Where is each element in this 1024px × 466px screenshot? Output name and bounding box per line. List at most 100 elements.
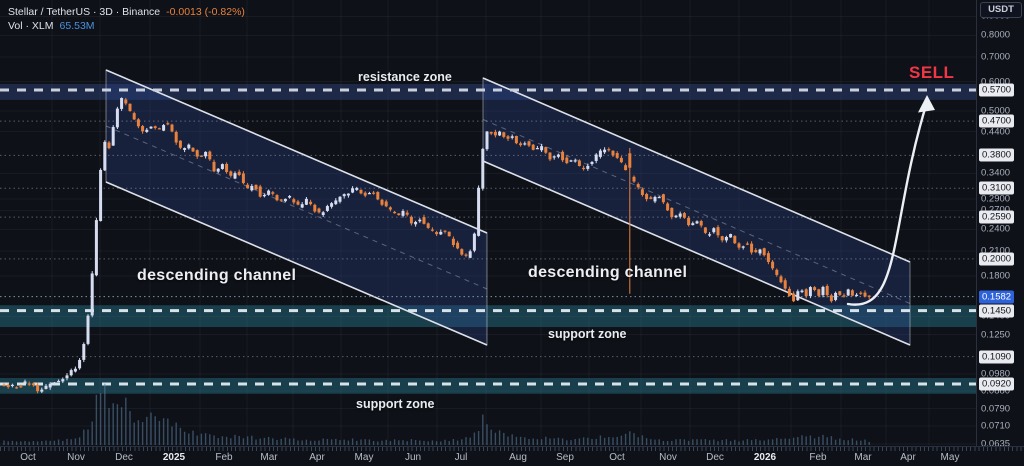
candle-body: [792, 293, 796, 302]
candle-body: [649, 197, 653, 199]
candle-body: [128, 103, 132, 112]
candle-body: [258, 186, 262, 197]
volume-label[interactable]: Vol · XLM: [8, 20, 54, 32]
support-zone-label-1[interactable]: support zone: [548, 327, 627, 341]
candle-body: [145, 129, 149, 132]
candle-body: [191, 147, 195, 152]
candle-body: [267, 190, 271, 195]
candlestick-canvas[interactable]: [0, 0, 976, 446]
candle-body: [737, 243, 741, 248]
candle-body: [300, 204, 304, 208]
candle-body: [666, 203, 670, 211]
candle-body: [271, 192, 275, 194]
candle-body: [825, 285, 829, 296]
level-price-label[interactable]: 0.2590: [979, 210, 1015, 224]
candle-body: [451, 238, 455, 246]
candle-body: [430, 229, 434, 231]
candle-body: [136, 119, 140, 127]
level-price-label[interactable]: 0.1450: [979, 304, 1015, 318]
support-zone-label-2[interactable]: support zone: [356, 397, 435, 411]
projection-arrow[interactable]: [846, 100, 929, 306]
projection-arrow-head: [918, 95, 935, 113]
candle-body: [388, 207, 392, 210]
candle-body: [439, 231, 443, 235]
candle-body: [10, 384, 14, 387]
candle-body: [687, 217, 691, 226]
candle-body: [409, 216, 413, 224]
support-zone-band[interactable]: [0, 377, 976, 394]
candle-body: [754, 250, 758, 253]
time-label: May: [354, 452, 374, 463]
channel-lower-line[interactable]: [105, 181, 488, 346]
candle-body: [208, 151, 212, 160]
candle-body: [813, 287, 817, 290]
candle-body: [52, 382, 56, 384]
price-tick: 0.3400: [981, 167, 1011, 179]
level-price-label[interactable]: 0.4700: [979, 114, 1015, 128]
candle-body: [443, 230, 447, 232]
candle-body: [628, 153, 632, 168]
descending-channel-label-2[interactable]: descending channel: [528, 264, 688, 281]
last-price-label[interactable]: 0.1582: [979, 290, 1015, 304]
candle-body: [141, 126, 145, 132]
resistance-zone-band[interactable]: [0, 83, 976, 100]
channel-upper-line[interactable]: [482, 77, 911, 263]
candle-body: [493, 131, 497, 136]
level-price-label[interactable]: 0.1090: [979, 350, 1015, 364]
candle-body: [279, 199, 283, 201]
candle-body: [115, 108, 119, 128]
chart-plot-area[interactable]: Stellar / TetherUS · 3D · Binance -0.0013…: [0, 0, 976, 446]
resistance-zone-label[interactable]: resistance zone: [358, 70, 452, 84]
candle-body: [603, 149, 607, 153]
level-price-label[interactable]: 0.0920: [979, 377, 1015, 391]
candle-body: [36, 384, 40, 392]
price-axis[interactable]: USDT 0.90000.80000.70000.60000.50000.440…: [976, 0, 1024, 449]
price-change: -0.0013 (-0.82%): [166, 6, 245, 18]
candle-body: [372, 192, 376, 194]
candle-body: [405, 212, 409, 215]
candle-body: [447, 231, 451, 237]
candle-body: [695, 221, 699, 224]
candle-body: [220, 164, 224, 169]
candle-body: [212, 161, 216, 172]
time-label: Mar: [854, 452, 872, 463]
candle-body: [456, 242, 460, 249]
candle-body: [111, 127, 115, 146]
candle-body: [481, 148, 485, 189]
candle-body: [216, 168, 220, 172]
time-label: Jul: [454, 452, 468, 463]
time-axis[interactable]: Oct Nov Dec 2025 Feb Mar Apr May Jun Jul Aug Sep Oct…: [0, 446, 1024, 466]
time-label: Feb: [809, 452, 827, 463]
candle-body: [624, 165, 628, 171]
candle-body: [380, 199, 384, 205]
candle-body: [309, 201, 313, 205]
price-tick: 0.7000: [981, 51, 1011, 63]
candle-body: [283, 198, 287, 202]
sell-annotation[interactable]: SELL: [909, 63, 955, 82]
symbol-title[interactable]: Stellar / TetherUS · 3D · Binance: [8, 6, 161, 18]
candle-body: [834, 292, 838, 300]
channel-upper-line[interactable]: [105, 69, 488, 234]
descending-channel-label-1[interactable]: descending channel: [137, 267, 297, 284]
channel-lower-line[interactable]: [482, 160, 911, 346]
candle-body: [19, 386, 23, 388]
candle-body: [527, 141, 531, 146]
price-tick: 0.1250: [981, 329, 1011, 341]
volume-value: 65.53M: [59, 20, 95, 32]
candle-body: [384, 201, 388, 207]
price-tick: 0.0880: [981, 385, 1011, 397]
candle-body: [645, 194, 649, 200]
candle-body: [489, 131, 493, 134]
level-price-label[interactable]: 0.3800: [979, 148, 1015, 162]
level-price-label[interactable]: 0.2000: [979, 252, 1015, 266]
candle-body: [750, 243, 754, 253]
level-price-label[interactable]: 0.3100: [979, 181, 1015, 195]
level-price-label[interactable]: 0.5700: [979, 83, 1015, 97]
candle-body: [296, 201, 300, 205]
candle-body: [720, 236, 724, 241]
candle-body: [401, 210, 405, 216]
time-label: Mar: [260, 452, 278, 463]
candle-body: [174, 132, 178, 143]
candle-body: [132, 113, 136, 120]
candle-body: [103, 141, 107, 171]
